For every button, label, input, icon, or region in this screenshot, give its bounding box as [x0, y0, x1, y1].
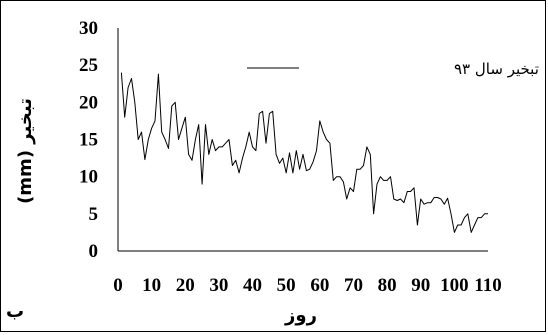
x-tick-label: 80: [378, 275, 397, 296]
x-tick-label: 50: [277, 275, 296, 296]
y-tick-label: 30: [79, 18, 98, 39]
series-layer: [120, 72, 488, 233]
panel-label: ب: [6, 301, 24, 322]
y-tick-label: 15: [79, 130, 98, 151]
x-tick-label: 110: [474, 275, 501, 296]
x-tick-label: 70: [344, 275, 363, 296]
y-tick-label: 5: [89, 204, 99, 225]
x-tick-label: 10: [142, 275, 161, 296]
legend: تبخیر سال ۹۳: [247, 60, 539, 78]
x-tick-label: 30: [209, 275, 228, 296]
x-tick-label: 60: [310, 275, 329, 296]
y-tick-label: 25: [79, 55, 98, 76]
x-tick-labels: 0 10 20 30 40 50 60 70 80 90 100 110: [113, 275, 501, 296]
series-line: [120, 72, 488, 233]
y-tick-label: 10: [79, 167, 98, 188]
y-axis-label: (mm) تبخیر: [15, 98, 36, 204]
x-tick-label: 20: [176, 275, 195, 296]
x-tick-label: 40: [243, 275, 262, 296]
x-axis-label: روز: [284, 305, 317, 326]
legend-label: تبخیر سال ۹۳: [454, 60, 539, 78]
y-tick-labels: 0 5 10 15 20 25 30: [79, 18, 98, 262]
x-tick-label: 90: [411, 275, 430, 296]
y-tick-label: 20: [79, 92, 98, 113]
y-tick-label: 0: [89, 241, 99, 262]
x-tick-label: 0: [113, 275, 123, 296]
x-tick-label: 100: [440, 275, 469, 296]
